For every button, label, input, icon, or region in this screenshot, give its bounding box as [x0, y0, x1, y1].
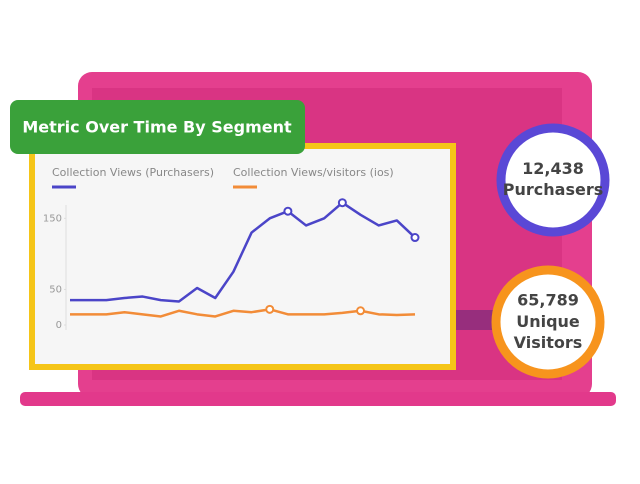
- series-line: [70, 201, 416, 303]
- chart-card: [29, 143, 456, 370]
- point-marker: [283, 206, 293, 216]
- point-marker: [265, 304, 275, 314]
- banner: [10, 100, 305, 154]
- y-tick-label: 150: [43, 213, 62, 224]
- badge: [496, 123, 610, 237]
- badge-value: 65,789: [517, 291, 579, 310]
- point-marker: [410, 233, 420, 243]
- badge-label: Unique Visitors: [514, 312, 583, 352]
- point-marker: [356, 306, 366, 316]
- legend-label: Collection Views (Purchasers): [52, 166, 214, 179]
- laptop-base: [20, 392, 616, 406]
- y-tick-label: 50: [49, 284, 62, 295]
- legend-label: Collection Views/visitors (ios): [233, 166, 394, 179]
- badge-label: Purchasers: [503, 180, 603, 199]
- chart: 0 50 150 Collection Views (Purchasers) Colle…: [43, 166, 420, 331]
- badges: 12,438 Purchasers 65,789 Unique Visitors: [491, 123, 610, 379]
- banner-text: Metric Over Time By Segment: [22, 118, 292, 137]
- screen-bars: [455, 310, 495, 330]
- y-tick-label: 0: [56, 320, 62, 331]
- badge: [491, 265, 605, 379]
- badge-value: 12,438: [522, 159, 584, 178]
- point-marker: [337, 198, 347, 208]
